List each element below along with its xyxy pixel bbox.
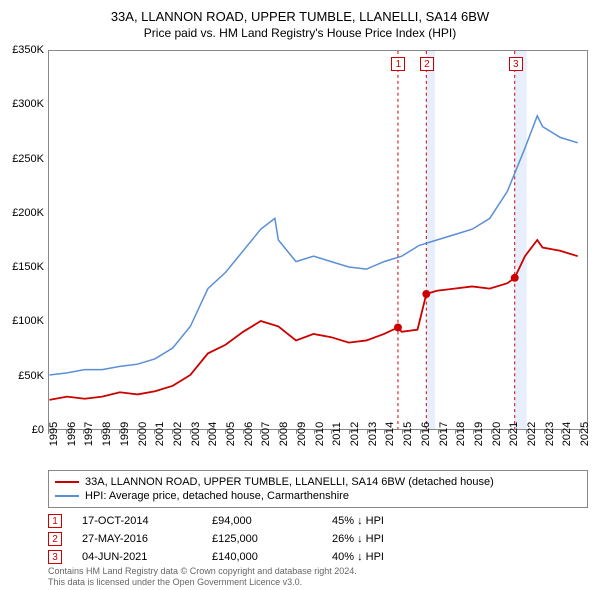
x-tick-label: 2003 [190,422,202,446]
sale-point [422,290,430,298]
transaction-row: 3 04-JUN-2021 £140,000 40% ↓ HPI [48,548,432,566]
x-tick-label: 2016 [420,422,432,446]
sale-point [394,324,402,332]
transaction-price: £94,000 [212,515,312,527]
x-tick-label: 2024 [561,422,573,446]
footer-line-2: This data is licensed under the Open Gov… [48,577,357,588]
x-tick-label: 2012 [349,422,361,446]
y-tick-label: £250K [12,153,44,165]
series-hpi [49,116,577,375]
y-tick-label: £200K [12,207,44,219]
transaction-marker: 1 [48,514,62,528]
marker-badge: 2 [420,57,434,71]
x-tick-label: 2008 [278,422,290,446]
transaction-price: £140,000 [212,551,312,563]
legend-swatch [55,495,79,497]
legend-swatch [55,481,79,483]
y-tick-label: £50K [18,370,44,382]
x-tick-label: 2000 [137,422,149,446]
x-tick-label: 2010 [314,422,326,446]
x-tick-label: 1998 [101,422,113,446]
x-tick-label: 2013 [367,422,379,446]
y-tick-label: £300K [12,98,44,110]
x-tick-label: 1996 [66,422,78,446]
x-tick-label: 2018 [455,422,467,446]
x-tick-label: 1995 [48,422,60,446]
y-tick-label: £150K [12,261,44,273]
marker-badge: 1 [391,57,405,71]
transaction-marker: 2 [48,532,62,546]
x-tick-label: 2020 [491,422,503,446]
x-tick-label: 1997 [83,422,95,446]
x-tick-label: 2017 [438,422,450,446]
x-tick-label: 1999 [119,422,131,446]
plot-area: 1 2 3 [48,50,588,430]
x-tick-label: 2002 [172,422,184,446]
legend-item: 33A, LLANNON ROAD, UPPER TUMBLE, LLANELL… [55,475,581,489]
legend-label: 33A, LLANNON ROAD, UPPER TUMBLE, LLANELL… [85,476,494,488]
y-tick-label: £350K [12,44,44,56]
transaction-date: 17-OCT-2014 [82,515,192,527]
transaction-row: 2 27-MAY-2016 £125,000 26% ↓ HPI [48,530,432,548]
highlight-band [426,51,435,429]
x-tick-label: 2014 [384,422,396,446]
chart-title: 33A, LLANNON ROAD, UPPER TUMBLE, LLANELL… [0,0,600,26]
x-tick-label: 2006 [243,422,255,446]
transaction-diff: 40% ↓ HPI [332,551,432,563]
chart-container: 33A, LLANNON ROAD, UPPER TUMBLE, LLANELL… [0,0,600,590]
x-tick-label: 2004 [207,422,219,446]
transaction-date: 04-JUN-2021 [82,551,192,563]
transaction-row: 1 17-OCT-2014 £94,000 45% ↓ HPI [48,512,432,530]
transaction-date: 27-MAY-2016 [82,533,192,545]
series-price_paid [49,240,577,400]
x-tick-label: 2025 [579,422,591,446]
x-tick-label: 2015 [402,422,414,446]
transaction-diff: 26% ↓ HPI [332,533,432,545]
footer-line-1: Contains HM Land Registry data © Crown c… [48,566,357,577]
chart-svg [49,51,587,429]
x-tick-label: 2023 [544,422,556,446]
footer-attribution: Contains HM Land Registry data © Crown c… [48,566,357,588]
y-tick-label: £0 [32,424,44,436]
x-tick-label: 2009 [296,422,308,446]
x-tick-label: 2005 [225,422,237,446]
x-tick-label: 2001 [154,422,166,446]
sale-point [511,274,519,282]
chart-subtitle: Price paid vs. HM Land Registry's House … [0,26,600,44]
x-tick-label: 2019 [473,422,485,446]
x-tick-label: 2021 [508,422,520,446]
transactions-table: 1 17-OCT-2014 £94,000 45% ↓ HPI 2 27-MAY-2016… [48,512,432,566]
marker-badge: 3 [509,57,523,71]
legend-item: HPI: Average price, detached house, Carm… [55,489,581,503]
transaction-diff: 45% ↓ HPI [332,515,432,527]
legend-label: HPI: Average price, detached house, Carm… [85,490,349,502]
y-tick-label: £100K [12,315,44,327]
transaction-price: £125,000 [212,533,312,545]
x-tick-label: 2007 [260,422,272,446]
highlight-band [514,51,526,429]
x-tick-label: 2022 [526,422,538,446]
transaction-marker: 3 [48,550,62,564]
x-tick-label: 2011 [331,422,343,446]
legend: 33A, LLANNON ROAD, UPPER TUMBLE, LLANELL… [48,470,588,508]
